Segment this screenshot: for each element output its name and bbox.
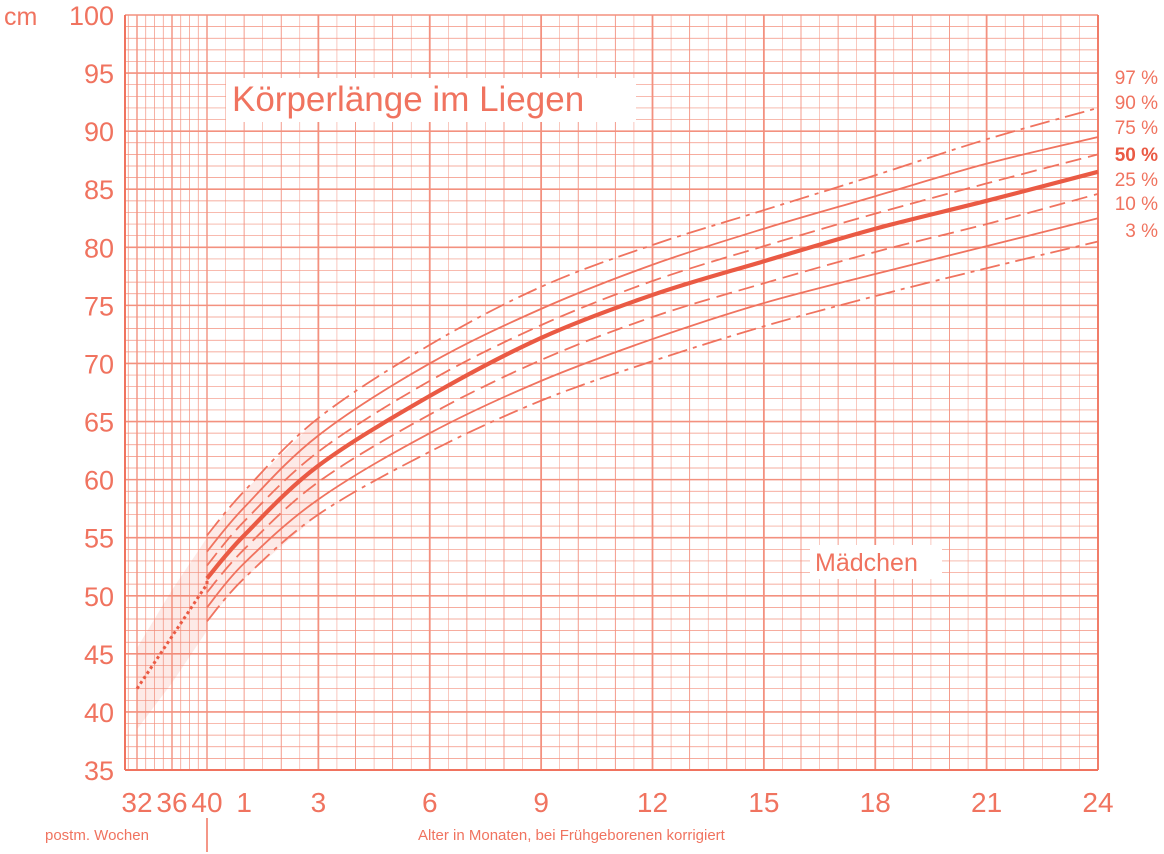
x-tick-label-month: 21 (971, 787, 1002, 818)
percentile-labels: 97 % 90 % 75 % 50 % 25 % 10 % 3 % (1115, 68, 1158, 242)
percentile-curve-97 (206, 107, 1099, 536)
preterm-area (137, 418, 319, 730)
x-label-weeks: postm. Wochen (45, 827, 149, 844)
percentile-label: 75 % (1115, 118, 1158, 139)
percentile-label: 90 % (1115, 93, 1158, 114)
y-tick-label: 90 (84, 117, 114, 147)
percentile-curve-50 (205, 169, 1099, 580)
group-label-background (810, 545, 942, 579)
y-tick-label: 100 (69, 1, 114, 31)
x-tick-label-month: 18 (860, 787, 891, 818)
y-axis-ticks: 35 40 45 50 55 60 65 70 75 80 85 90 95 100 (69, 1, 114, 786)
y-tick-label: 35 (84, 756, 114, 786)
y-tick-label: 95 (84, 59, 114, 89)
percentile-curve-75 (206, 153, 1099, 567)
percentile-label: 25 % (1115, 170, 1158, 191)
y-tick-label: 80 (84, 233, 114, 263)
percentile-curve-3 (206, 240, 1099, 622)
preterm-band (135, 418, 319, 730)
x-tick-label-week: 32 (121, 787, 152, 818)
x-tick-label-month: 9 (533, 787, 549, 818)
x-axis-ticks: 32 36 40 1 3 6 9 12 15 18 21 24 (121, 787, 1113, 818)
percentile-label: 3 % (1125, 221, 1158, 242)
preterm-median (135, 578, 209, 690)
y-tick-label: 70 (84, 349, 114, 379)
x-tick-label-month: 15 (748, 787, 779, 818)
y-unit-label: cm (4, 3, 37, 31)
percentile-label: 50 % (1115, 145, 1158, 166)
x-label-months: Alter in Monaten, bei Frühgeborenen korr… (418, 827, 726, 844)
x-tick-label-month: 1 (236, 787, 252, 818)
x-tick-label-week: 40 (191, 787, 222, 818)
percentile-curve-90 (206, 136, 1099, 553)
y-tick-label: 50 (84, 582, 114, 612)
chart-title: Körperlänge im Liegen (232, 80, 584, 119)
y-tick-label: 55 (84, 524, 114, 554)
percentile-curves (205, 107, 1099, 622)
percentile-label: 10 % (1115, 194, 1158, 215)
percentile-label: 97 % (1115, 68, 1158, 89)
y-tick-label: 40 (84, 698, 114, 728)
y-tick-label: 75 (84, 291, 114, 321)
x-tick-label-week: 36 (156, 787, 187, 818)
group-label: Mädchen (815, 549, 918, 577)
percentile-curve-10 (206, 217, 1099, 608)
y-tick-label: 65 (84, 408, 114, 438)
title-background (226, 78, 636, 122)
percentile-curve-25 (206, 193, 1099, 593)
grid (124, 14, 1099, 771)
x-tick-label-month: 12 (637, 787, 668, 818)
x-tick-label-month: 24 (1082, 787, 1113, 818)
y-tick-label: 85 (84, 175, 114, 205)
y-tick-label: 60 (84, 466, 114, 496)
x-tick-label-month: 6 (422, 787, 438, 818)
x-tick-label-month: 3 (311, 787, 327, 818)
y-tick-label: 45 (84, 640, 114, 670)
